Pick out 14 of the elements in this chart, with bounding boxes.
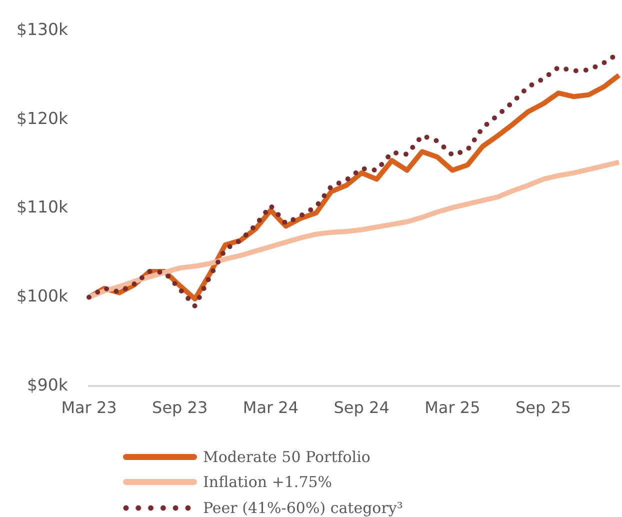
legend-label: Moderate 50 Portfolio (203, 448, 370, 466)
x-tick-label: Sep 23 (152, 398, 208, 417)
y-tick-label: $130k (16, 20, 68, 40)
x-tick-label: Sep 24 (334, 398, 390, 417)
x-tick-label: Mar 23 (61, 398, 117, 417)
y-tick-label: $90k (26, 375, 68, 394)
y-tick-label: $120k (16, 108, 68, 128)
y-tick-label: $110k (16, 198, 68, 217)
legend-label: Peer (41%-60%) category³ (203, 498, 403, 517)
legend-label: Inflation +1.75% (203, 473, 332, 492)
y-tick-label: $100k (16, 286, 68, 306)
x-tick-label: Mar 25 (424, 398, 480, 417)
x-tick-label: Mar 24 (242, 398, 299, 417)
x-tick-label: Sep 25 (515, 398, 572, 417)
